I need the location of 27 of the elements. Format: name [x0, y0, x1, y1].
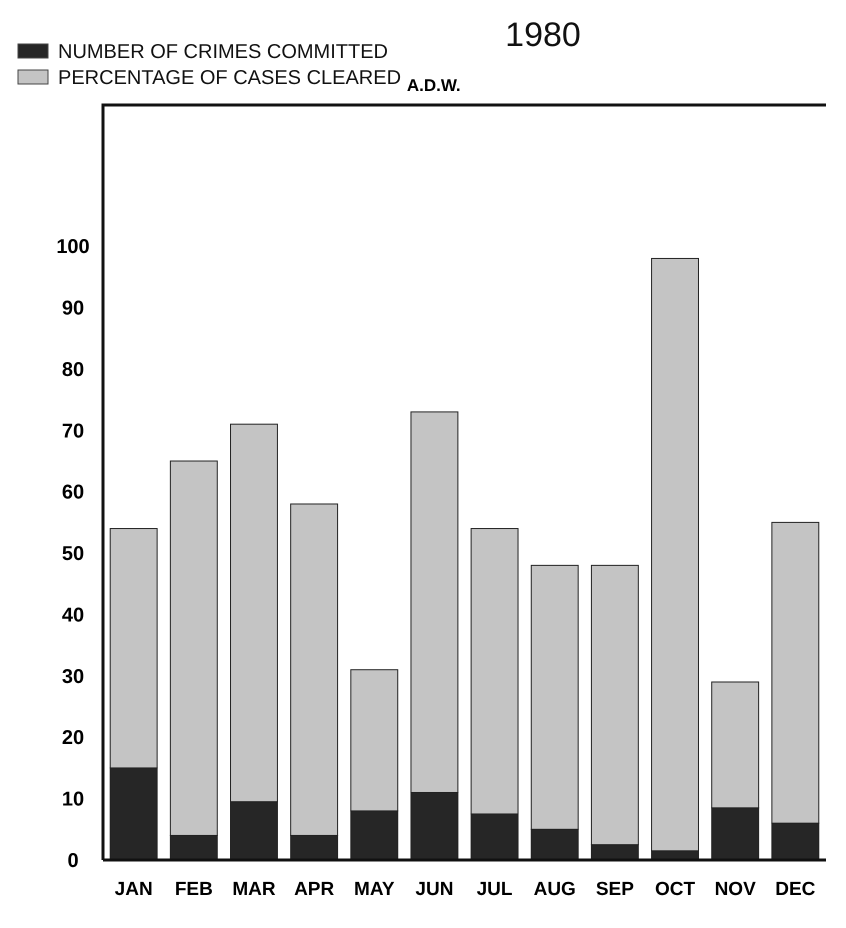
y-tick-label: 100	[56, 236, 90, 258]
legend-label: NUMBER OF CRIMES COMMITTED	[58, 41, 388, 63]
chart-title: 1980	[505, 16, 581, 54]
x-tick-label: SEP	[596, 879, 634, 900]
x-tick-label: OCT	[654, 879, 696, 900]
x-tick-label: FEB	[174, 879, 213, 900]
y-tick-label: 50	[62, 543, 84, 566]
x-tick-label: MAY	[354, 879, 395, 900]
y-tick-label: 20	[62, 727, 84, 750]
x-tick-label: JUN	[415, 879, 454, 900]
chart-subtitle: A.D.W.	[406, 76, 461, 95]
x-tick-label: MAR	[232, 879, 276, 900]
y-tick-label: 30	[62, 666, 84, 688]
x-tick-label: DEC	[775, 879, 816, 900]
y-tick-label: 70	[62, 420, 84, 442]
x-tick-label: JUL	[476, 879, 513, 900]
y-tick-label: 40	[62, 604, 84, 626]
y-tick-label: 60	[62, 482, 84, 504]
y-tick-label: 0	[67, 850, 79, 872]
legend-label: PERCENTAGE OF CASES CLEARED	[58, 67, 402, 89]
x-tick-label: AUG	[534, 879, 576, 900]
x-tick-label: NOV	[714, 879, 756, 900]
y-tick-label: 80	[62, 358, 84, 381]
y-tick-label: 90	[62, 298, 84, 320]
x-tick-label: JAN	[114, 879, 153, 900]
x-tick-label: APR	[294, 879, 334, 900]
y-tick-label: 10	[62, 788, 84, 811]
